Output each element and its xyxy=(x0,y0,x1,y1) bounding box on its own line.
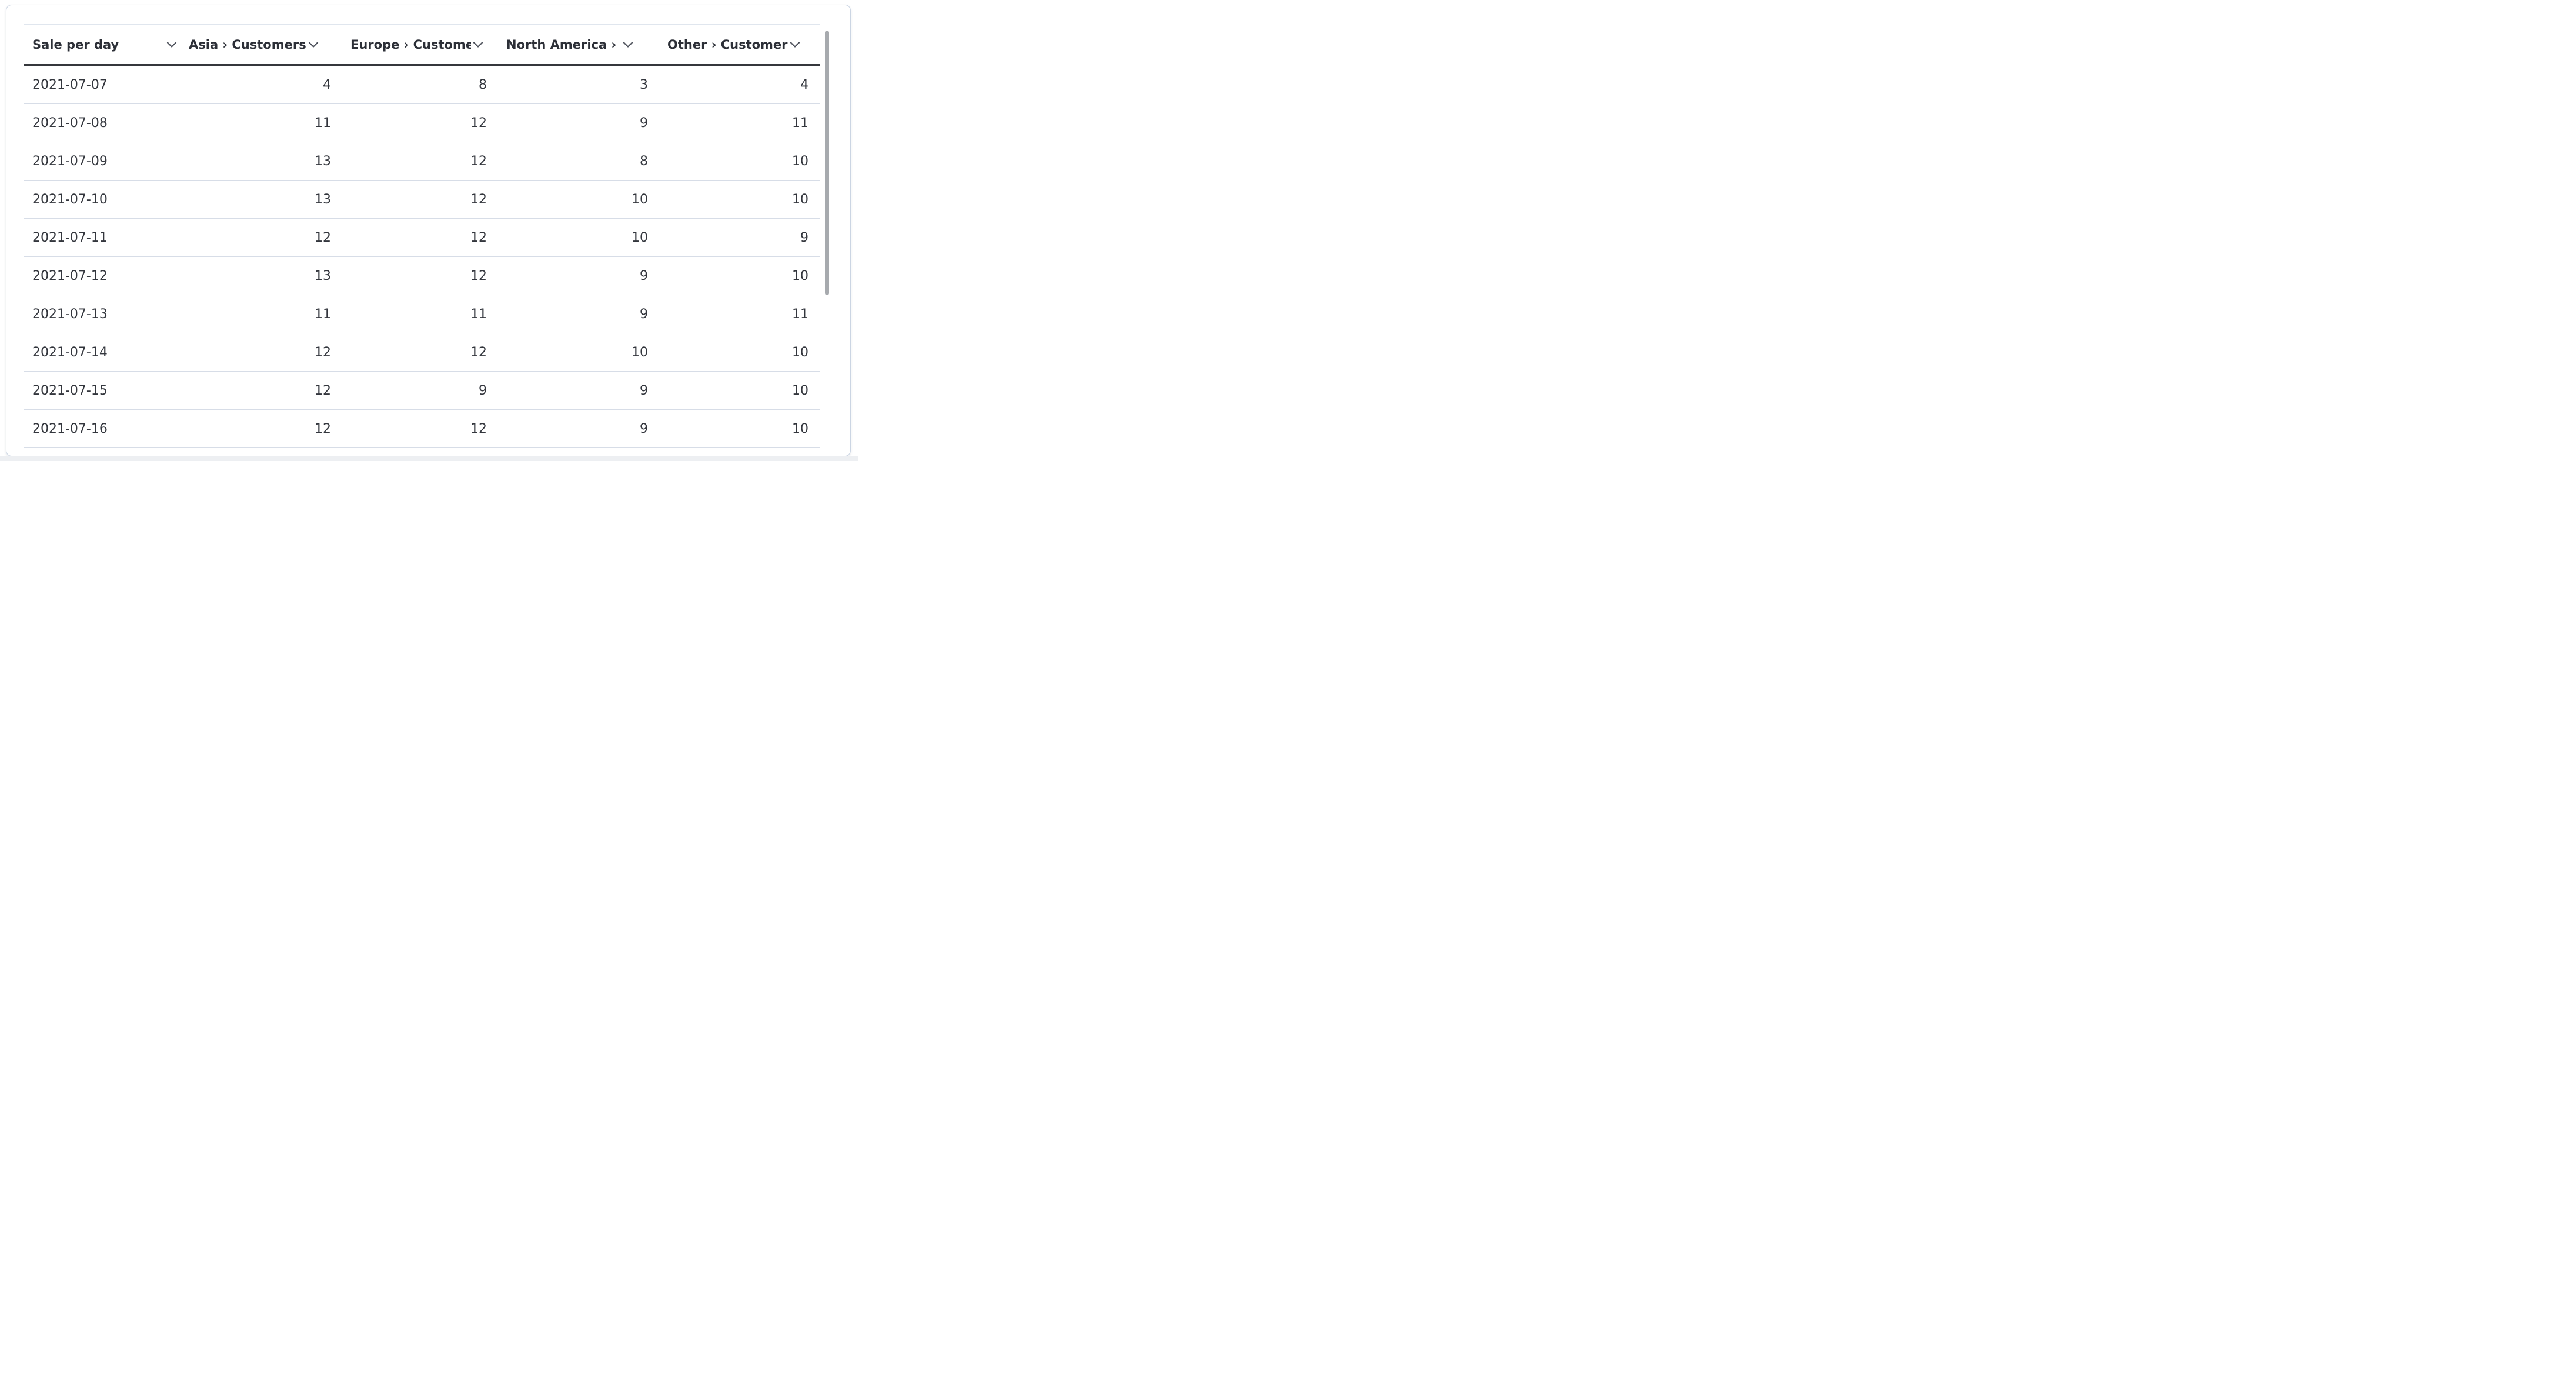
date-cell[interactable]: 2021-07-08 xyxy=(24,104,181,142)
value-cell[interactable]: 11 xyxy=(181,295,342,333)
column-header-inner: Other › Customers xyxy=(667,38,820,52)
value-cell[interactable]: 10 xyxy=(659,181,820,219)
column-header-other-customers[interactable]: Other › Customers xyxy=(659,25,820,66)
value-cell[interactable]: 10 xyxy=(659,333,820,372)
value-cell[interactable]: 11 xyxy=(659,104,820,142)
chevron-down-icon[interactable] xyxy=(308,41,319,48)
chevron-down-icon[interactable] xyxy=(166,41,178,48)
value-cell[interactable]: 12 xyxy=(342,142,498,181)
value-cell[interactable]: 13 xyxy=(181,142,342,181)
date-cell[interactable]: 2021-07-12 xyxy=(24,257,181,295)
value-cell[interactable]: 11 xyxy=(659,295,820,333)
value-cell[interactable]: 12 xyxy=(342,104,498,142)
column-header-inner: Sale per day xyxy=(32,38,181,52)
value-cell[interactable]: 10 xyxy=(659,142,820,181)
date-cell[interactable]: 2021-07-16 xyxy=(24,410,181,448)
date-cell[interactable]: 2021-07-15 xyxy=(24,372,181,410)
value-cell[interactable]: 12 xyxy=(181,410,342,448)
date-cell[interactable]: 2021-07-13 xyxy=(24,295,181,333)
table-row: 2021-07-11 12 12 10 9 xyxy=(24,219,820,257)
table-row: 2021-07-12 13 12 9 10 xyxy=(24,257,820,295)
value-cell[interactable]: 10 xyxy=(659,257,820,295)
table-row: 2021-07-13 11 11 9 11 xyxy=(24,295,820,333)
chevron-down-icon[interactable] xyxy=(472,41,484,48)
value-cell[interactable]: 10 xyxy=(498,219,659,257)
chevron-down-icon[interactable] xyxy=(622,41,634,48)
results-table: Sale per day Asia › Customers Europe › Cus… xyxy=(24,25,820,448)
table-row: 2021-07-16 12 12 9 10 xyxy=(24,410,820,448)
value-cell[interactable]: 9 xyxy=(498,295,659,333)
value-cell[interactable]: 10 xyxy=(498,333,659,372)
value-cell[interactable]: 9 xyxy=(498,410,659,448)
value-cell[interactable]: 12 xyxy=(181,333,342,372)
value-cell[interactable]: 12 xyxy=(342,257,498,295)
value-cell[interactable]: 10 xyxy=(659,410,820,448)
column-header-label: Sale per day xyxy=(32,37,119,52)
value-cell[interactable]: 10 xyxy=(498,181,659,219)
table-row: 2021-07-09 13 12 8 10 xyxy=(24,142,820,181)
column-header-inner: Europe › Customers xyxy=(350,38,498,52)
table-card: Sale per day Asia › Customers Europe › Cus… xyxy=(6,5,851,456)
column-header-inner: North America › Customers xyxy=(506,38,659,52)
column-header-asia-customers[interactable]: Asia › Customers xyxy=(181,25,342,66)
table-row: 2021-07-14 12 12 10 10 xyxy=(24,333,820,372)
table-header: Sale per day Asia › Customers Europe › Cus… xyxy=(24,25,820,66)
value-cell[interactable]: 8 xyxy=(498,142,659,181)
value-cell[interactable]: 12 xyxy=(342,219,498,257)
table-header-row: Sale per day Asia › Customers Europe › Cus… xyxy=(24,25,820,66)
date-cell[interactable]: 2021-07-09 xyxy=(24,142,181,181)
column-header-label: North America › Customers xyxy=(506,37,621,52)
value-cell[interactable]: 3 xyxy=(498,66,659,104)
value-cell[interactable]: 12 xyxy=(181,219,342,257)
column-header-label: Europe › Customers xyxy=(350,37,471,52)
column-header-europe-customers[interactable]: Europe › Customers xyxy=(342,25,498,66)
value-cell[interactable]: 9 xyxy=(659,219,820,257)
value-cell[interactable]: 11 xyxy=(181,104,342,142)
value-cell[interactable]: 4 xyxy=(181,66,342,104)
column-header-label: Other › Customers xyxy=(667,37,788,52)
vertical-scrollbar-thumb[interactable] xyxy=(825,31,829,295)
value-cell[interactable]: 12 xyxy=(342,410,498,448)
column-header-sale-per-day[interactable]: Sale per day xyxy=(24,25,181,66)
page-bottom-strip xyxy=(0,456,858,461)
table-row: 2021-07-15 12 9 9 10 xyxy=(24,372,820,410)
column-header-label: Asia › Customers xyxy=(189,37,306,52)
value-cell[interactable]: 10 xyxy=(659,372,820,410)
value-cell[interactable]: 9 xyxy=(498,257,659,295)
column-header-north-america-customers[interactable]: North America › Customers xyxy=(498,25,659,66)
value-cell[interactable]: 4 xyxy=(659,66,820,104)
column-header-inner: Asia › Customers xyxy=(189,38,342,52)
value-cell[interactable]: 8 xyxy=(342,66,498,104)
value-cell[interactable]: 12 xyxy=(342,333,498,372)
table-row: 2021-07-07 4 8 3 4 xyxy=(24,66,820,104)
date-cell[interactable]: 2021-07-07 xyxy=(24,66,181,104)
table-body: 2021-07-07 4 8 3 4 2021-07-08 11 12 9 11 2021-07-0… xyxy=(24,66,820,448)
table-row: 2021-07-10 13 12 10 10 xyxy=(24,181,820,219)
table-row: 2021-07-08 11 12 9 11 xyxy=(24,104,820,142)
value-cell[interactable]: 11 xyxy=(342,295,498,333)
value-cell[interactable]: 9 xyxy=(342,372,498,410)
value-cell[interactable]: 9 xyxy=(498,372,659,410)
date-cell[interactable]: 2021-07-14 xyxy=(24,333,181,372)
table-wrap: Sale per day Asia › Customers Europe › Cus… xyxy=(24,24,820,448)
value-cell[interactable]: 13 xyxy=(181,257,342,295)
date-cell[interactable]: 2021-07-10 xyxy=(24,181,181,219)
value-cell[interactable]: 13 xyxy=(181,181,342,219)
value-cell[interactable]: 9 xyxy=(498,104,659,142)
value-cell[interactable]: 12 xyxy=(181,372,342,410)
date-cell[interactable]: 2021-07-11 xyxy=(24,219,181,257)
value-cell[interactable]: 12 xyxy=(342,181,498,219)
app-screen: Sale per day Asia › Customers Europe › Cus… xyxy=(0,0,858,461)
chevron-down-icon[interactable] xyxy=(789,41,801,48)
